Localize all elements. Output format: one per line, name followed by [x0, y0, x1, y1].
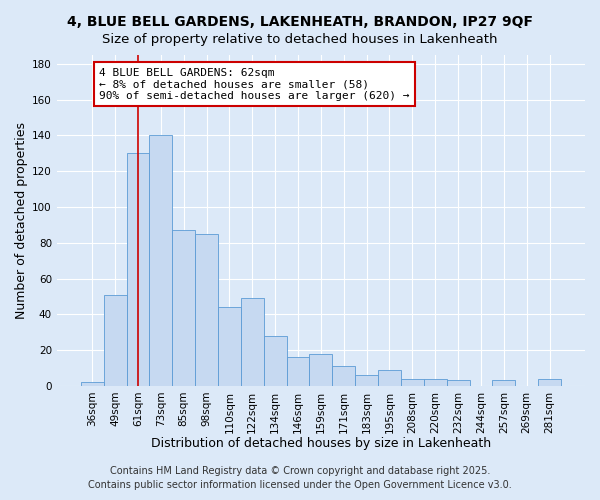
- Text: 4 BLUE BELL GARDENS: 62sqm
← 8% of detached houses are smaller (58)
90% of semi-: 4 BLUE BELL GARDENS: 62sqm ← 8% of detac…: [99, 68, 410, 100]
- X-axis label: Distribution of detached houses by size in Lakenheath: Distribution of detached houses by size …: [151, 437, 491, 450]
- Bar: [241, 298, 264, 386]
- Bar: [287, 357, 310, 386]
- Bar: [264, 336, 287, 386]
- Bar: [493, 380, 515, 386]
- Bar: [195, 234, 218, 386]
- Bar: [355, 375, 378, 386]
- Bar: [310, 354, 332, 386]
- Bar: [446, 380, 470, 386]
- Y-axis label: Number of detached properties: Number of detached properties: [15, 122, 28, 319]
- Bar: [149, 136, 172, 386]
- Bar: [81, 382, 104, 386]
- Text: Contains HM Land Registry data © Crown copyright and database right 2025.
Contai: Contains HM Land Registry data © Crown c…: [88, 466, 512, 490]
- Text: Size of property relative to detached houses in Lakenheath: Size of property relative to detached ho…: [102, 32, 498, 46]
- Bar: [424, 378, 446, 386]
- Text: 4, BLUE BELL GARDENS, LAKENHEATH, BRANDON, IP27 9QF: 4, BLUE BELL GARDENS, LAKENHEATH, BRANDO…: [67, 15, 533, 29]
- Bar: [104, 294, 127, 386]
- Bar: [378, 370, 401, 386]
- Bar: [127, 154, 149, 386]
- Bar: [401, 378, 424, 386]
- Bar: [218, 307, 241, 386]
- Bar: [332, 366, 355, 386]
- Bar: [172, 230, 195, 386]
- Bar: [538, 378, 561, 386]
